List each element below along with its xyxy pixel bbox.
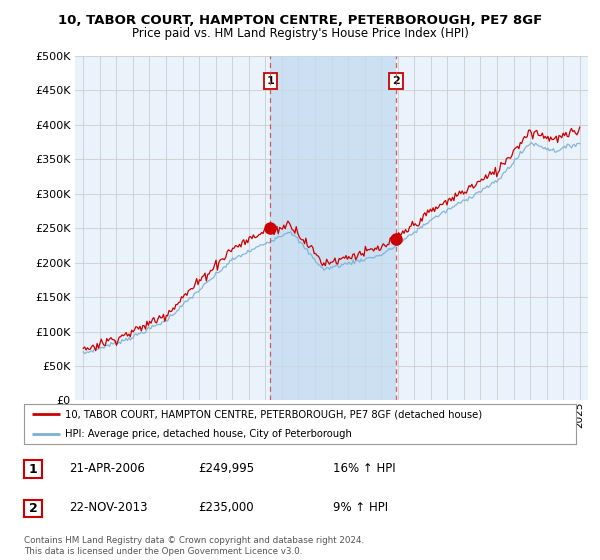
Text: 21-APR-2006: 21-APR-2006 [69, 462, 145, 475]
Text: £235,000: £235,000 [198, 501, 254, 515]
Text: 1: 1 [266, 76, 274, 86]
Text: £249,995: £249,995 [198, 462, 254, 475]
Text: 10, TABOR COURT, HAMPTON CENTRE, PETERBOROUGH, PE7 8GF (detached house): 10, TABOR COURT, HAMPTON CENTRE, PETERBO… [65, 409, 482, 419]
Text: 1: 1 [29, 463, 37, 476]
Bar [270, 56, 396, 400]
Text: 22-NOV-2013: 22-NOV-2013 [69, 501, 148, 515]
Text: 2: 2 [392, 76, 400, 86]
Bar [270, 56, 396, 400]
Text: 16% ↑ HPI: 16% ↑ HPI [333, 462, 395, 475]
Text: 10, TABOR COURT, HAMPTON CENTRE, PETERBOROUGH, PE7 8GF: 10, TABOR COURT, HAMPTON CENTRE, PETERBO… [58, 14, 542, 27]
Text: 9% ↑ HPI: 9% ↑ HPI [333, 501, 388, 515]
Text: 2: 2 [29, 502, 37, 515]
Text: HPI: Average price, detached house, City of Peterborough: HPI: Average price, detached house, City… [65, 429, 352, 438]
Text: Contains HM Land Registry data © Crown copyright and database right 2024.
This d: Contains HM Land Registry data © Crown c… [24, 536, 364, 556]
Text: Price paid vs. HM Land Registry's House Price Index (HPI): Price paid vs. HM Land Registry's House … [131, 27, 469, 40]
